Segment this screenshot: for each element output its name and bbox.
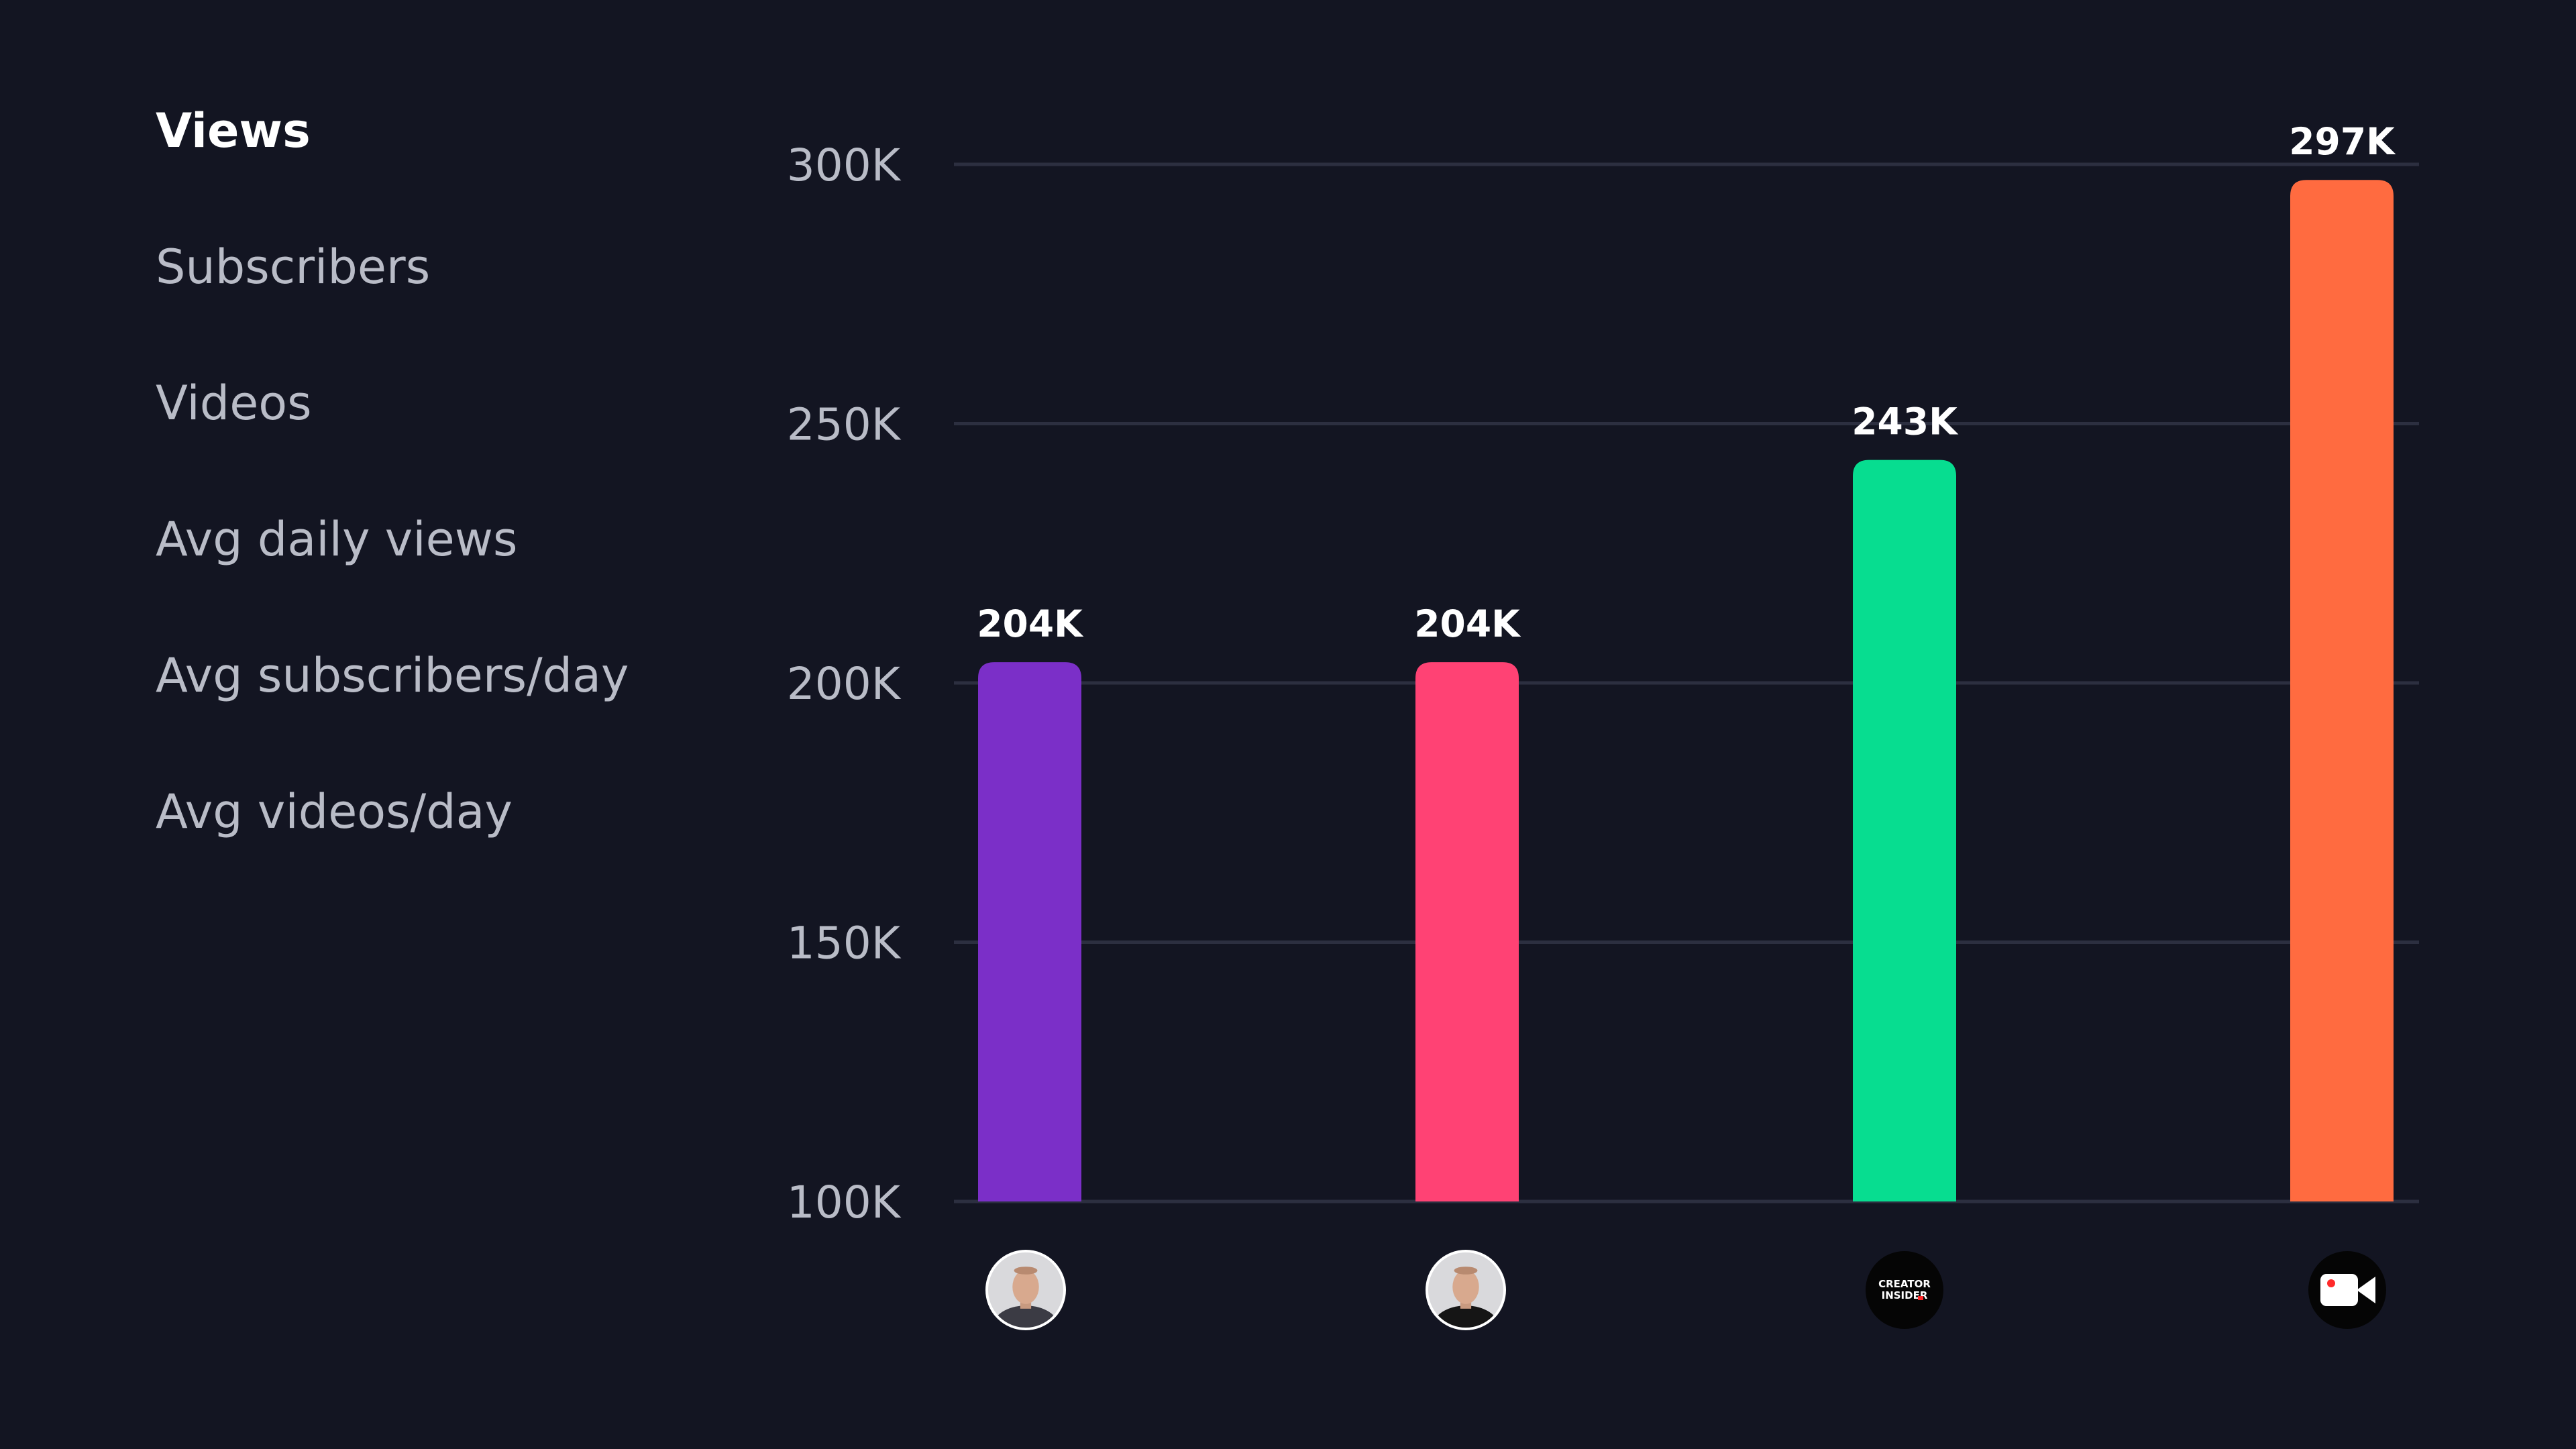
- bar-value-label: 204K: [977, 602, 1084, 645]
- person-avatar-icon[interactable]: [1426, 1250, 1506, 1348]
- bar: [1415, 662, 1519, 1201]
- metric-item-avg-daily-views[interactable]: Avg daily views: [156, 512, 518, 567]
- metric-item-avg-videos-day[interactable]: Avg videos/day: [156, 784, 513, 839]
- bar: [2290, 180, 2394, 1202]
- y-tick-label: 250K: [787, 399, 902, 451]
- video-camera-icon[interactable]: [2308, 1251, 2386, 1329]
- metric-menu: Views Subscribers Videos Avg daily views Avg…: [156, 94, 706, 911]
- bar: [1853, 460, 1956, 1201]
- svg-text:CREATOR: CREATOR: [1878, 1278, 1931, 1290]
- bar-value-label: 243K: [1851, 400, 1959, 443]
- svg-text:INSIDER: INSIDER: [1882, 1289, 1928, 1301]
- y-tick-label: 200K: [787, 658, 902, 710]
- bar-value-label: 297K: [2289, 120, 2396, 163]
- metric-item-views[interactable]: Views: [156, 103, 311, 158]
- bar: [978, 662, 1081, 1201]
- y-tick-label: 150K: [787, 918, 902, 969]
- metric-item-avg-subscribers-day[interactable]: Avg subscribers/day: [156, 648, 629, 703]
- metric-item-subscribers[interactable]: Subscribers: [156, 239, 431, 294]
- y-tick-label: 100K: [787, 1177, 902, 1228]
- metric-item-videos[interactable]: Videos: [156, 376, 312, 431]
- y-tick-label: 300K: [787, 140, 902, 191]
- bar-value-label: 204K: [1414, 602, 1521, 645]
- person-avatar-icon[interactable]: [985, 1250, 1066, 1348]
